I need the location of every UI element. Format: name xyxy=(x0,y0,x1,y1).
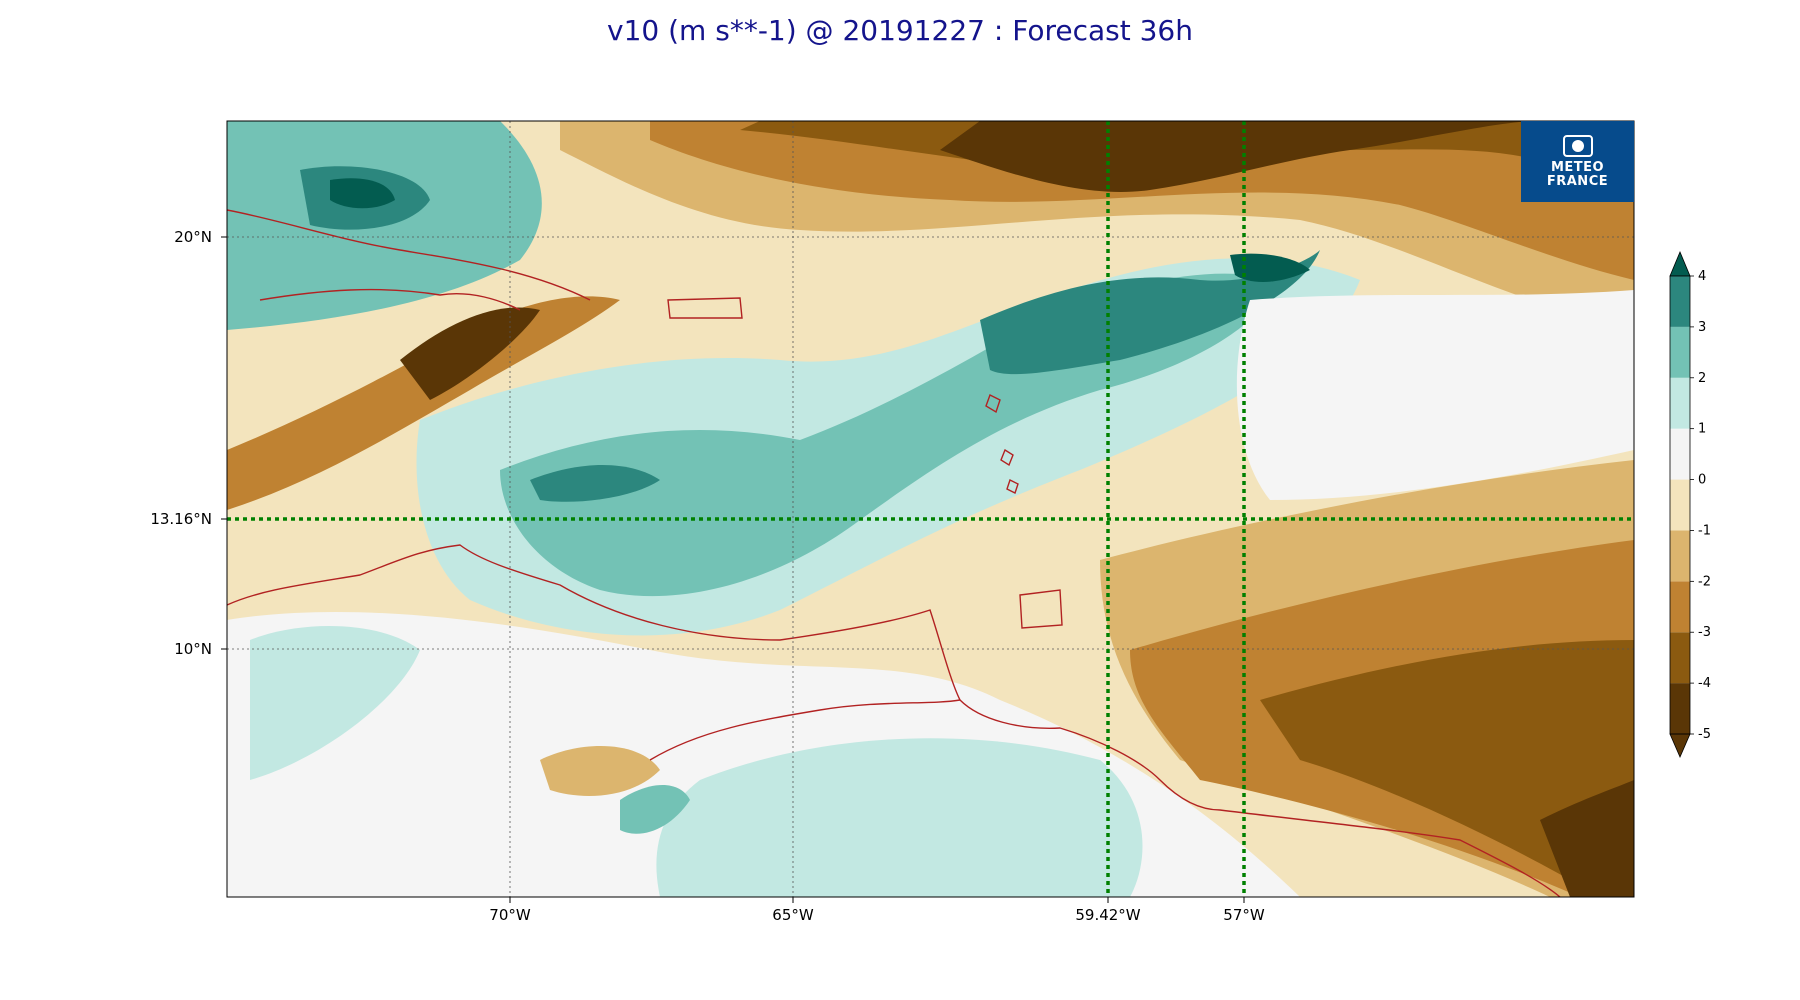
colorbar-tick-label: -5 xyxy=(1698,727,1711,742)
colorbar-block xyxy=(1670,377,1690,429)
colorbar-tick-label: 2 xyxy=(1698,371,1706,386)
colorbar-block xyxy=(1670,276,1690,327)
colorbar-tick-label: -2 xyxy=(1698,574,1711,589)
north-negative-peak xyxy=(940,121,1530,192)
colorbar-tick-label: 0 xyxy=(1698,473,1706,488)
southeast-negative-max xyxy=(1260,640,1634,897)
coast-venezuela-interior xyxy=(649,699,961,761)
lat-tick-label: 20°N xyxy=(174,228,212,246)
central-positive-max-west xyxy=(530,465,660,502)
axis-ticks xyxy=(221,236,1245,903)
coast-hispaniola xyxy=(259,288,521,311)
meteo-france-logo-icon xyxy=(1562,135,1593,157)
meteo-france-logo: METEO FRANCE xyxy=(1521,121,1634,202)
central-positive-peak xyxy=(1230,253,1310,282)
plot-frame xyxy=(226,120,1635,898)
colorbar-block xyxy=(1670,326,1690,378)
colorbar-block xyxy=(1670,581,1690,633)
coast-lesser-antilles-2 xyxy=(1000,448,1014,467)
southwest-negative-patch xyxy=(540,746,660,796)
wind-field xyxy=(227,121,1634,897)
colorbar-block xyxy=(1670,428,1690,480)
colorbar-block xyxy=(1670,632,1690,684)
colorbar-tick-label: 4 xyxy=(1698,269,1706,284)
coast-puerto-rico xyxy=(667,297,743,319)
lat-tick-label: 10°N xyxy=(174,640,212,658)
coast-lesser-antilles-3 xyxy=(1006,479,1019,494)
central-positive-max xyxy=(980,250,1320,375)
lon-tick-label: 59.42°W xyxy=(1075,906,1140,924)
colorbar-block xyxy=(1670,479,1690,531)
colorbar-tick-label: -3 xyxy=(1698,625,1711,640)
colorbar-block xyxy=(1670,683,1690,734)
colorbar-frame xyxy=(1669,275,1691,735)
colorbar-tick-label: -4 xyxy=(1698,676,1711,691)
southwest-positive-core xyxy=(620,785,690,834)
logo-line-2: FRANCE xyxy=(1546,174,1609,189)
lon-tick-label: 57°W xyxy=(1223,906,1265,924)
graticule xyxy=(227,121,1634,897)
west-positive-patch xyxy=(250,626,420,780)
crosshair-lines xyxy=(227,121,1634,897)
coastlines xyxy=(227,209,1561,897)
colorbar: -5 -4 -3 -2 -1 0 1 2 3 4 xyxy=(1669,250,1711,759)
west-negative-max xyxy=(400,307,540,400)
lon-tick-label: 65°W xyxy=(772,906,814,924)
west-negative-band xyxy=(227,296,620,510)
colorbar-block xyxy=(1670,530,1690,582)
northwest-positive-max xyxy=(330,178,395,209)
colorbar-tick-label: 3 xyxy=(1698,320,1706,335)
coast-lesser-antilles-1 xyxy=(985,394,1001,414)
coast-cuba xyxy=(227,209,591,301)
chart-title: v10 (m s**-1) @ 20191227 : Forecast 36h xyxy=(607,14,1193,47)
coast-trinidad xyxy=(1019,589,1063,629)
colorbar-tick-label: -1 xyxy=(1698,523,1711,538)
lon-tick-label: 70°W xyxy=(489,906,531,924)
lat-tick-label: 13.16°N xyxy=(150,510,212,528)
coast-south-america xyxy=(227,544,1561,897)
colorbar-tick-label: 1 xyxy=(1698,422,1706,437)
north-negative-core xyxy=(650,121,1634,280)
colorbar-bottom-extension xyxy=(1669,733,1691,759)
colorbar-top-extension xyxy=(1669,250,1691,277)
logo-line-1: METEO xyxy=(1550,160,1605,175)
east-neutral-band xyxy=(1236,290,1634,500)
southeast-negative-peak xyxy=(1540,780,1634,897)
southwest-positive-patch xyxy=(656,738,1143,897)
